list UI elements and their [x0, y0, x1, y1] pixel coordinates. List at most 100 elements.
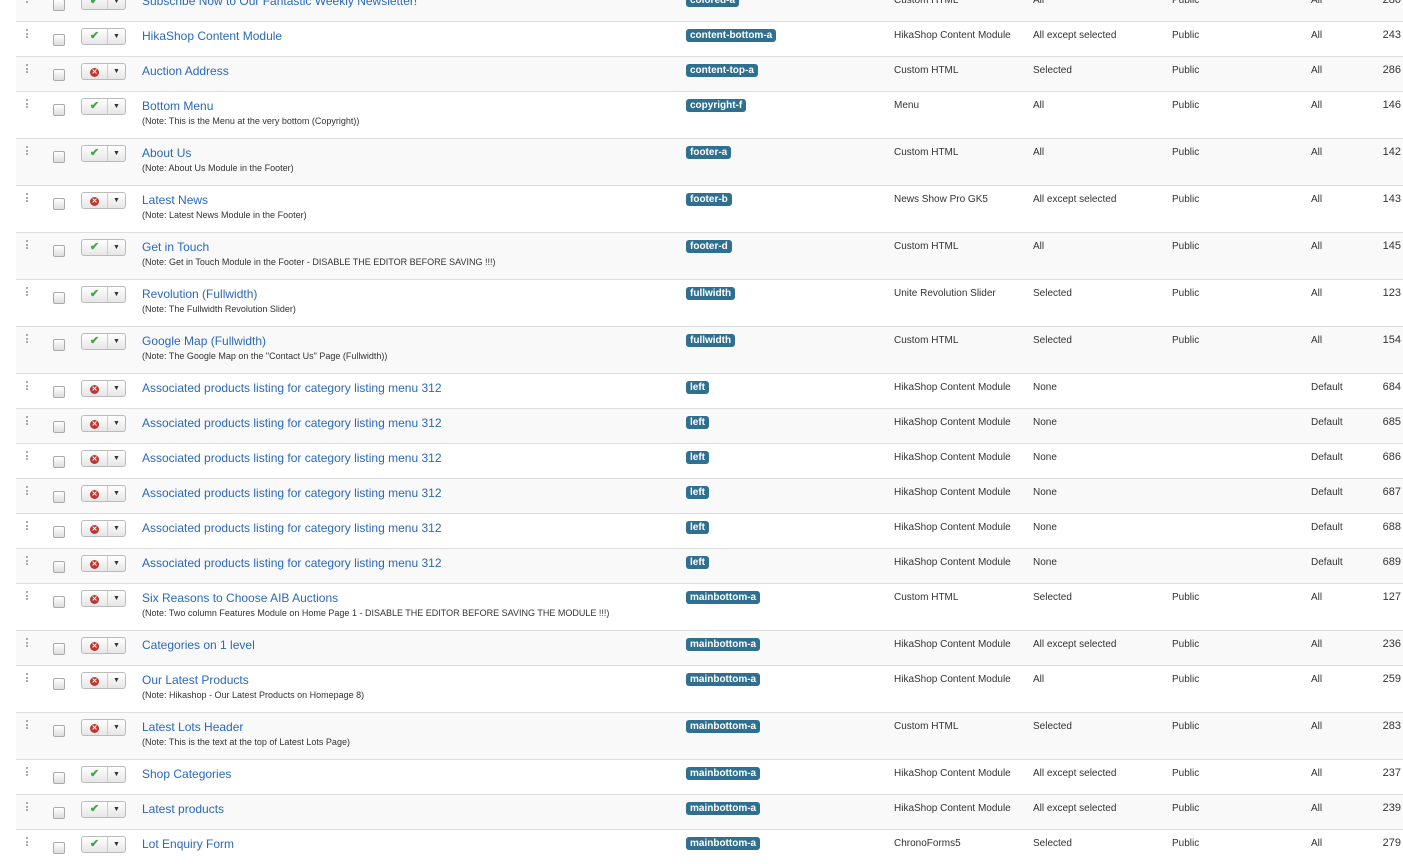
status-button-group[interactable]: ✔ ▼	[81, 98, 126, 115]
status-button-group[interactable]: ✔ ▼	[81, 801, 126, 818]
module-title-link[interactable]: Categories on 1 level	[142, 638, 255, 652]
module-title-link[interactable]: About Us	[142, 146, 192, 160]
status-button-group[interactable]: ✕ ▼	[81, 450, 126, 467]
row-checkbox[interactable]	[53, 491, 65, 503]
status-button-group[interactable]: ✕ ▼	[81, 192, 126, 209]
status-button-group[interactable]: ✕ ▼	[81, 719, 126, 736]
unpublished-x-icon[interactable]: ✕	[82, 451, 108, 466]
chevron-down-icon[interactable]: ▼	[113, 33, 120, 40]
chevron-down-icon[interactable]: ▼	[113, 150, 120, 157]
status-button-group[interactable]: ✕ ▼	[81, 590, 126, 607]
chevron-down-icon[interactable]: ▼	[113, 338, 120, 345]
drag-handle-icon[interactable]	[26, 381, 30, 392]
chevron-down-icon[interactable]: ▼	[113, 244, 120, 251]
drag-handle-icon[interactable]	[26, 802, 30, 813]
drag-handle-icon[interactable]	[26, 416, 30, 427]
chevron-down-icon[interactable]: ▼	[113, 103, 120, 110]
published-check-icon[interactable]: ✔	[82, 767, 108, 782]
drag-handle-icon[interactable]	[26, 486, 30, 497]
module-title-link[interactable]: Latest products	[142, 802, 225, 816]
drag-handle-icon[interactable]	[26, 287, 30, 298]
drag-handle-icon[interactable]	[26, 720, 30, 731]
status-button-group[interactable]: ✕ ▼	[81, 520, 126, 537]
unpublished-x-icon[interactable]: ✕	[82, 521, 108, 536]
chevron-down-icon[interactable]: ▼	[113, 642, 120, 649]
chevron-down-icon[interactable]: ▼	[113, 420, 120, 427]
published-check-icon[interactable]: ✔	[82, 146, 108, 161]
module-title-link[interactable]: Our Latest Products	[142, 673, 249, 687]
chevron-down-icon[interactable]: ▼	[113, 291, 120, 298]
row-checkbox[interactable]	[53, 596, 65, 608]
chevron-down-icon[interactable]: ▼	[113, 385, 120, 392]
published-check-icon[interactable]: ✔	[82, 29, 108, 44]
status-button-group[interactable]: ✔ ▼	[81, 333, 126, 350]
chevron-down-icon[interactable]: ▼	[113, 0, 120, 5]
module-title-link[interactable]: Latest News	[142, 193, 209, 207]
drag-handle-icon[interactable]	[26, 64, 30, 75]
status-button-group[interactable]: ✕ ▼	[81, 485, 126, 502]
published-check-icon[interactable]: ✔	[82, 802, 108, 817]
unpublished-x-icon[interactable]: ✕	[82, 556, 108, 571]
row-checkbox[interactable]	[53, 386, 65, 398]
module-title-link[interactable]: Associated products listing for category…	[142, 451, 442, 465]
row-checkbox[interactable]	[53, 725, 65, 737]
unpublished-x-icon[interactable]: ✕	[82, 193, 108, 208]
unpublished-x-icon[interactable]: ✕	[82, 486, 108, 501]
status-button-group[interactable]: ✔ ▼	[81, 145, 126, 162]
drag-handle-icon[interactable]	[26, 334, 30, 345]
chevron-down-icon[interactable]: ▼	[113, 197, 120, 204]
published-check-icon[interactable]: ✔	[82, 287, 108, 302]
unpublished-x-icon[interactable]: ✕	[82, 638, 108, 653]
module-title-link[interactable]: Latest Lots Header	[142, 720, 244, 734]
module-title-link[interactable]: Associated products listing for category…	[142, 521, 442, 535]
module-title-link[interactable]: Google Map (Fullwidth)	[142, 334, 267, 348]
unpublished-x-icon[interactable]: ✕	[82, 381, 108, 396]
status-button-group[interactable]: ✔ ▼	[81, 766, 126, 783]
published-check-icon[interactable]: ✔	[82, 837, 108, 852]
drag-handle-icon[interactable]	[26, 673, 30, 684]
status-button-group[interactable]: ✔ ▼	[81, 0, 126, 10]
module-title-link[interactable]: Associated products listing for category…	[142, 381, 442, 395]
row-checkbox[interactable]	[53, 526, 65, 538]
module-title-link[interactable]: Revolution (Fullwidth)	[142, 287, 258, 301]
status-button-group[interactable]: ✔ ▼	[81, 836, 126, 853]
drag-handle-icon[interactable]	[26, 591, 30, 602]
row-checkbox[interactable]	[53, 807, 65, 819]
chevron-down-icon[interactable]: ▼	[113, 806, 120, 813]
chevron-down-icon[interactable]: ▼	[113, 771, 120, 778]
drag-handle-icon[interactable]	[26, 556, 30, 567]
drag-handle-icon[interactable]	[26, 29, 30, 40]
chevron-down-icon[interactable]: ▼	[113, 595, 120, 602]
status-button-group[interactable]: ✕ ▼	[81, 555, 126, 572]
row-checkbox[interactable]	[53, 561, 65, 573]
drag-handle-icon[interactable]	[26, 521, 30, 532]
status-button-group[interactable]: ✔ ▼	[81, 239, 126, 256]
unpublished-x-icon[interactable]: ✕	[82, 64, 108, 79]
row-checkbox[interactable]	[53, 69, 65, 81]
module-title-link[interactable]: HikaShop Content Module	[142, 29, 283, 43]
module-title-link[interactable]: Six Reasons to Choose AIB Auctions	[142, 591, 339, 605]
unpublished-x-icon[interactable]: ✕	[82, 416, 108, 431]
drag-handle-icon[interactable]	[26, 638, 30, 649]
module-title-link[interactable]: Associated products listing for category…	[142, 486, 442, 500]
status-button-group[interactable]: ✔ ▼	[81, 28, 126, 45]
status-button-group[interactable]: ✕ ▼	[81, 63, 126, 80]
row-checkbox[interactable]	[53, 339, 65, 351]
published-check-icon[interactable]: ✔	[82, 334, 108, 349]
unpublished-x-icon[interactable]: ✕	[82, 673, 108, 688]
status-button-group[interactable]: ✕ ▼	[81, 637, 126, 654]
row-checkbox[interactable]	[53, 245, 65, 257]
published-check-icon[interactable]: ✔	[82, 0, 108, 9]
row-checkbox[interactable]	[53, 292, 65, 304]
module-title-link[interactable]: Bottom Menu	[142, 99, 214, 113]
row-checkbox[interactable]	[53, 456, 65, 468]
row-checkbox[interactable]	[53, 678, 65, 690]
row-checkbox[interactable]	[53, 643, 65, 655]
drag-handle-icon[interactable]	[26, 837, 30, 848]
module-title-link[interactable]: Shop Categories	[142, 767, 232, 781]
status-button-group[interactable]: ✕ ▼	[81, 380, 126, 397]
published-check-icon[interactable]: ✔	[82, 240, 108, 255]
drag-handle-icon[interactable]	[26, 193, 30, 204]
drag-handle-icon[interactable]	[26, 767, 30, 778]
published-check-icon[interactable]: ✔	[82, 99, 108, 114]
